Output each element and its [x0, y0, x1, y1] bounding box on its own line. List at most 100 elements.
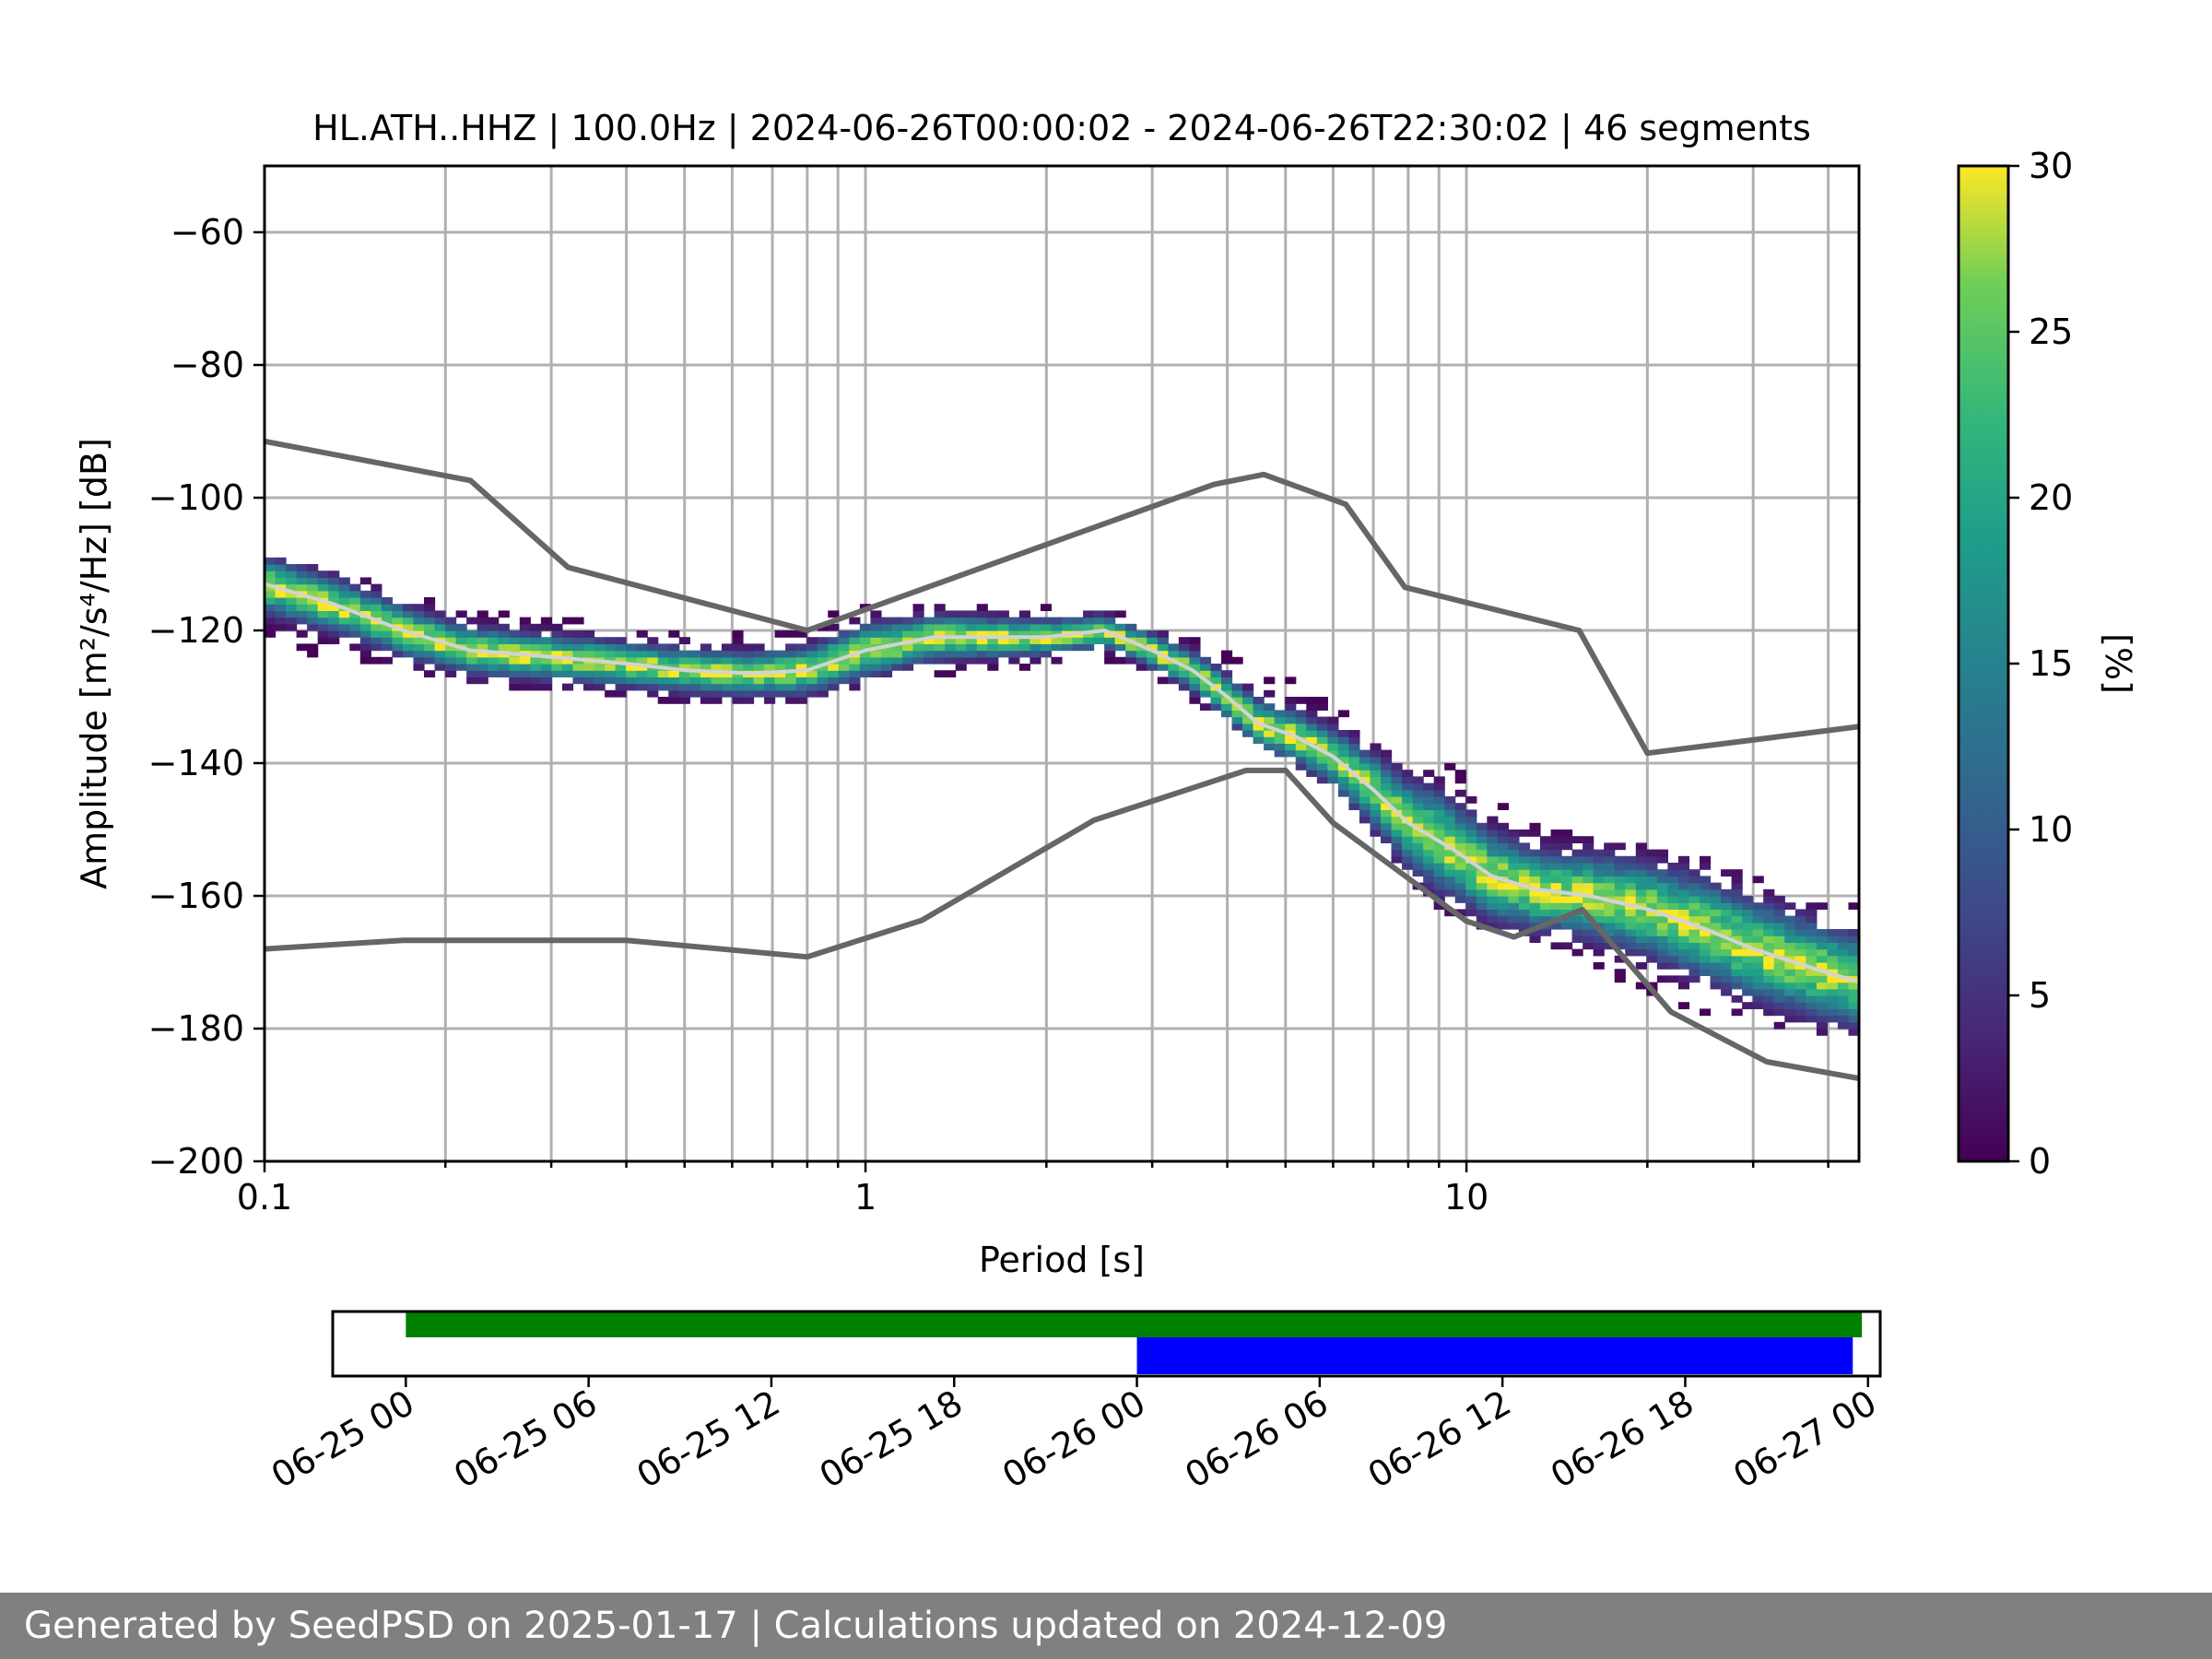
- density-cell: [1135, 630, 1147, 638]
- density-cell: [1816, 975, 1828, 983]
- density-cell: [1604, 869, 1616, 877]
- density-cell: [668, 630, 680, 638]
- density-cell: [636, 630, 648, 638]
- density-cell: [1763, 1002, 1775, 1009]
- density-cell: [594, 670, 606, 677]
- density-cell: [1412, 789, 1424, 797]
- density-cell: [1604, 929, 1616, 936]
- density-cell: [711, 656, 723, 665]
- density-cell: [1008, 630, 1020, 638]
- density-cell: [371, 656, 382, 665]
- density-cell: [1454, 882, 1466, 890]
- density-cell: [1402, 849, 1414, 857]
- density-cell: [498, 656, 510, 665]
- density-cell: [1030, 650, 1041, 658]
- density-cell: [1083, 637, 1095, 644]
- density-cell: [1656, 935, 1668, 943]
- density-cell: [1731, 896, 1743, 903]
- density-cell: [1625, 929, 1637, 936]
- density-cell: [1837, 1002, 1850, 1009]
- density-cell: [1412, 842, 1424, 851]
- density-cell: [1837, 1015, 1850, 1023]
- density-cell: [1433, 789, 1445, 797]
- density-cell: [1381, 822, 1393, 830]
- y-tick-label: −180: [148, 1008, 244, 1049]
- density-cell: [1710, 948, 1722, 957]
- density-cell: [1274, 743, 1286, 751]
- density-cell: [1794, 969, 1806, 976]
- density-cell: [700, 664, 712, 671]
- density-cell: [1731, 922, 1743, 930]
- density-cell: [328, 583, 340, 592]
- density-cell: [891, 617, 903, 625]
- density-cell: [700, 677, 712, 685]
- density-cell: [668, 689, 680, 698]
- density-cell: [1752, 1002, 1764, 1009]
- density-cell: [551, 623, 563, 631]
- density-cell: [307, 564, 319, 571]
- density-cell: [1742, 915, 1754, 924]
- density-cell: [1454, 855, 1466, 864]
- density-cell: [1454, 842, 1466, 851]
- density-cell: [1656, 975, 1668, 983]
- density-cell: [711, 697, 723, 704]
- density-cell: [1604, 842, 1616, 851]
- density-cell: [1508, 876, 1520, 884]
- density-cell: [1465, 896, 1477, 903]
- density-cell: [359, 597, 371, 605]
- density-cell: [1306, 763, 1318, 771]
- density-cell: [1444, 830, 1456, 837]
- density-cell: [275, 597, 287, 605]
- density-cell: [1763, 982, 1775, 990]
- density-cell: [1625, 855, 1637, 864]
- density-cell: [1518, 915, 1531, 924]
- density-cell: [1773, 1008, 1785, 1017]
- density-cell: [434, 643, 446, 652]
- density-cell: [1402, 782, 1414, 791]
- density-cell: [828, 623, 840, 631]
- density-cell: [1721, 888, 1733, 897]
- density-cell: [1125, 656, 1137, 665]
- density-cell: [1667, 955, 1679, 963]
- density-cell: [880, 630, 893, 638]
- density-cell: [445, 650, 457, 658]
- density-cell: [1476, 882, 1488, 890]
- density-cell: [987, 664, 999, 671]
- density-cell: [1359, 749, 1371, 758]
- density-cell: [838, 670, 850, 677]
- density-cell: [1742, 896, 1754, 903]
- density-cell: [413, 604, 425, 611]
- density-cell: [636, 670, 648, 677]
- density-cell: [1700, 922, 1712, 930]
- density-cell: [296, 604, 308, 611]
- density-cell: [1454, 816, 1466, 824]
- density-cell: [1667, 942, 1679, 950]
- density-cell: [1253, 730, 1265, 737]
- density-cell: [275, 571, 287, 578]
- density-cell: [1210, 697, 1222, 704]
- density-cell: [1646, 896, 1658, 903]
- density-cell: [966, 623, 978, 631]
- density-cell: [1710, 915, 1722, 924]
- density-cell: [1135, 656, 1147, 665]
- density-cell: [286, 564, 298, 571]
- density-cell: [859, 623, 871, 631]
- density-cell: [721, 689, 734, 698]
- density-cell: [1667, 935, 1679, 943]
- density-cell: [1444, 816, 1456, 824]
- density-cell: [1593, 915, 1605, 924]
- density-cell: [359, 604, 371, 611]
- density-cell: [1540, 888, 1552, 897]
- density-cell: [296, 610, 308, 618]
- density-cell: [1381, 789, 1393, 797]
- density-cell: [1540, 849, 1552, 857]
- density-cell: [615, 664, 627, 671]
- density-cell: [1295, 763, 1307, 771]
- density-cell: [1742, 922, 1754, 930]
- density-cell: [1806, 1015, 1818, 1023]
- density-cell: [1114, 623, 1126, 631]
- density-cell: [605, 637, 617, 644]
- density-cell: [1433, 796, 1445, 804]
- density-cell: [1635, 942, 1647, 950]
- density-cell: [1656, 948, 1668, 957]
